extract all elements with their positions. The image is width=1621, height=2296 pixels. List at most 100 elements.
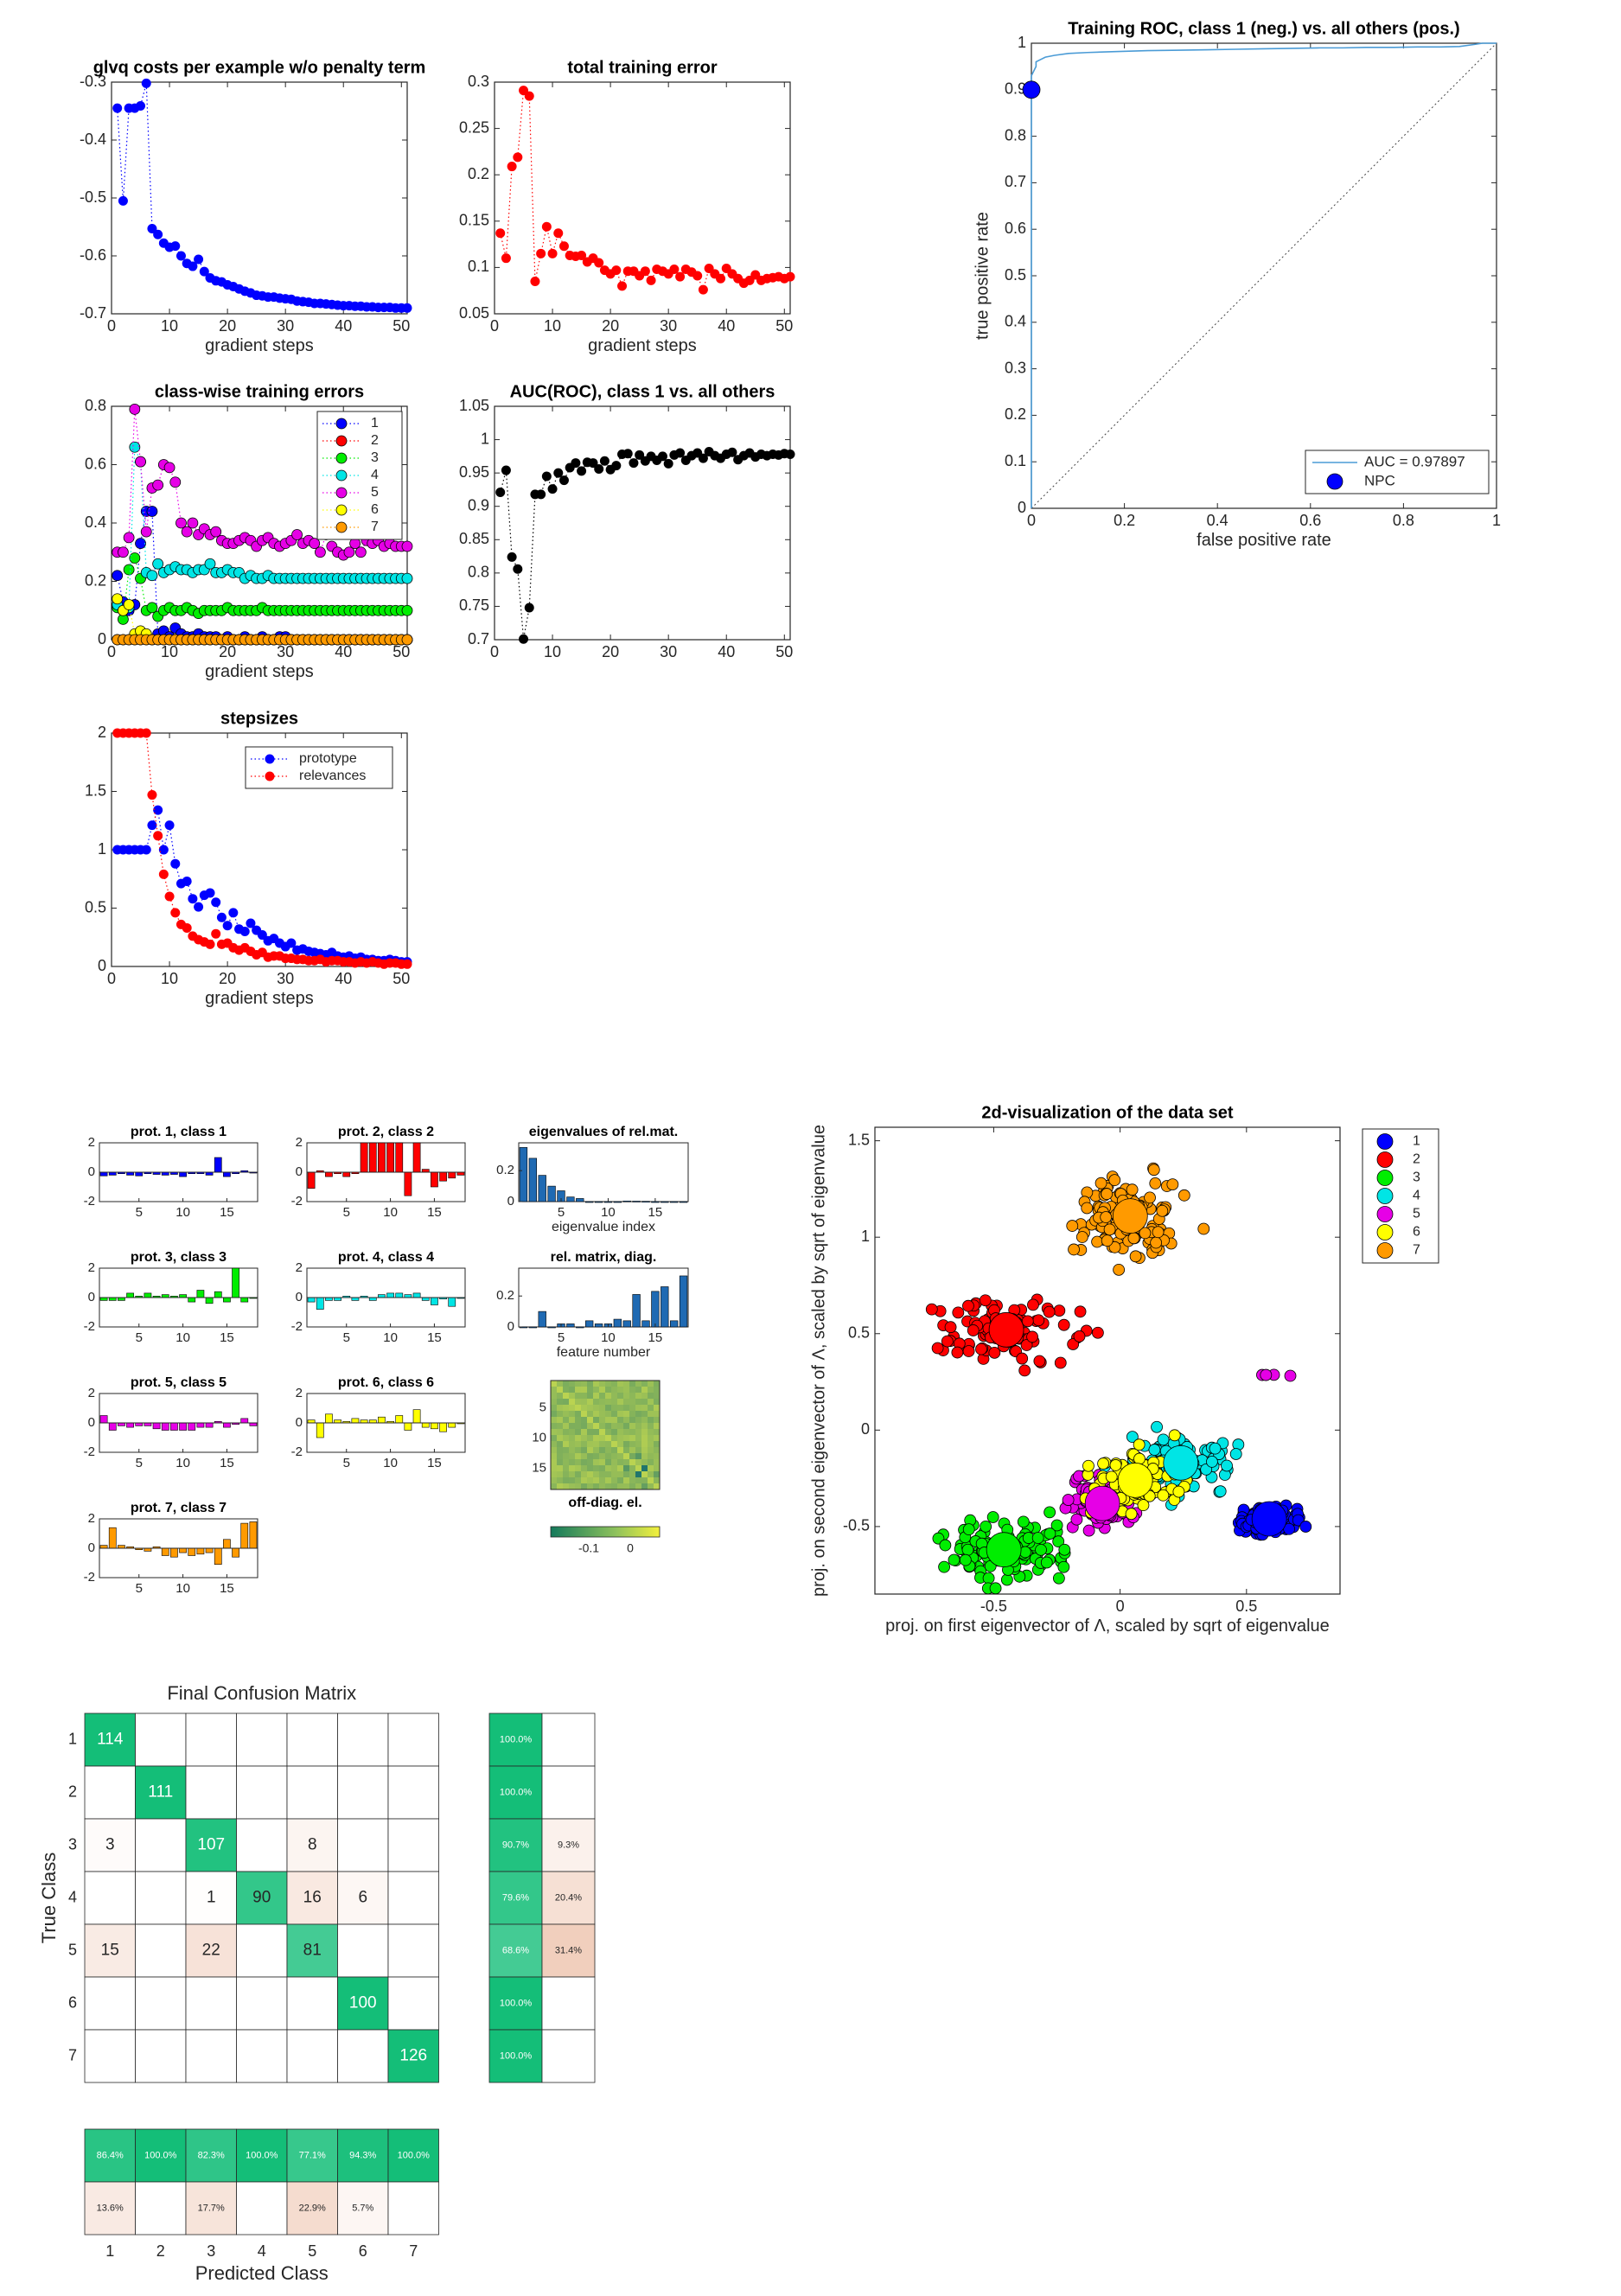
heatmap-cell — [575, 1441, 582, 1448]
bar — [576, 1326, 584, 1329]
y-tick-label: -2 — [84, 1319, 95, 1334]
heatmap-cell — [629, 1477, 636, 1484]
x-axis-label: false positive rate — [1197, 531, 1331, 550]
bar — [214, 1157, 222, 1173]
data-point — [692, 271, 703, 281]
bar — [99, 1415, 108, 1424]
bar — [223, 1171, 231, 1177]
bar — [205, 1171, 214, 1176]
heatmap-cell — [654, 1411, 661, 1418]
data-point — [216, 912, 227, 922]
data-point — [164, 820, 175, 831]
colorbar-tick-label: -0.1 — [578, 1541, 599, 1555]
matrix-cell — [135, 2029, 187, 2083]
heatmap-cell — [605, 1381, 612, 1387]
y-tick-label: 0.95 — [459, 463, 489, 481]
data-point — [1027, 1298, 1039, 1311]
legend-swatch-marker — [1376, 1151, 1394, 1168]
y-tick-label: 1 — [1018, 34, 1026, 51]
bar — [170, 1422, 178, 1431]
row-summary-wrong: 31.4% — [555, 1945, 582, 1955]
bar — [439, 1171, 447, 1182]
chart-title: class-wise training errors — [155, 382, 364, 401]
data-point — [182, 922, 192, 933]
data-point — [646, 275, 656, 285]
bar — [431, 1422, 438, 1430]
bar — [538, 1311, 546, 1328]
y-tick-label: 0 — [296, 1164, 303, 1179]
legend-swatch-marker — [1376, 1133, 1394, 1150]
data-point — [169, 476, 182, 488]
heatmap-cell — [575, 1447, 582, 1454]
heatmap-cell — [551, 1435, 558, 1442]
data-point — [181, 526, 193, 538]
heatmap-cell — [563, 1459, 570, 1466]
x-tick-label: 0 — [490, 317, 499, 335]
matrix-cell — [236, 1765, 288, 1820]
heatmap-cell — [623, 1441, 630, 1448]
matrix-cell — [337, 1871, 389, 1925]
data-point — [1148, 1444, 1161, 1456]
col-summary-wrong: 13.6% — [97, 2203, 124, 2213]
heatmap-cell — [593, 1381, 600, 1387]
heatmap-cell — [551, 1429, 558, 1436]
bar — [161, 1422, 169, 1431]
data-point — [152, 479, 164, 491]
heatmap-cell — [648, 1477, 654, 1484]
heatmap-cell — [623, 1435, 630, 1442]
data-point — [541, 471, 552, 482]
heatmap-cell — [623, 1453, 630, 1460]
row-label: 5 — [68, 1941, 77, 1958]
heatmap-cell — [629, 1483, 636, 1490]
y-tick-label: 0 — [98, 630, 106, 647]
heatmap-cell — [575, 1381, 582, 1387]
data-point — [1018, 1364, 1031, 1377]
x-tick-label: 5 — [343, 1330, 350, 1345]
y-tick-label: -0.3 — [80, 73, 106, 90]
data-point — [1021, 1315, 1034, 1328]
y-tick-label: 0.4 — [85, 513, 106, 531]
heatmap-cell — [617, 1453, 624, 1460]
y-tick-label: 0.3 — [468, 73, 489, 90]
bar — [368, 1142, 377, 1173]
heatmap-cell — [599, 1465, 606, 1472]
data-point — [123, 599, 135, 610]
bar — [223, 1539, 231, 1549]
heatmap-cell — [575, 1483, 582, 1490]
bar — [205, 1422, 214, 1428]
heatmap-cell — [617, 1387, 624, 1394]
column-label: 5 — [308, 2242, 316, 2260]
x-tick-label: 10 — [601, 1330, 616, 1345]
heatmap-cell — [623, 1483, 630, 1490]
matrix-cell — [185, 2029, 237, 2083]
y-tick-label: 2 — [88, 1386, 95, 1400]
x-tick-label: 0 — [490, 643, 499, 660]
matrix-cell — [135, 1976, 187, 2031]
heatmap-cell — [641, 1387, 648, 1394]
heatmap-cell — [581, 1447, 588, 1454]
data-point — [1097, 1457, 1109, 1470]
matrix-cell — [387, 1923, 439, 1978]
bar — [576, 1198, 584, 1202]
legend-swatch-marker — [1376, 1224, 1394, 1240]
data-point — [1100, 1211, 1113, 1223]
heatmap-cell — [629, 1393, 636, 1400]
matrix-cell — [236, 2029, 288, 2083]
data-point — [158, 845, 169, 855]
heatmap-cell — [599, 1471, 606, 1478]
row-summary-correct: 100.0% — [500, 1998, 533, 2008]
heatmap-cell — [593, 1423, 600, 1430]
x-tick-label: 15 — [220, 1330, 234, 1345]
matrix-cell-value: 8 — [308, 1836, 317, 1854]
heatmap-cell — [611, 1435, 618, 1442]
data-point — [222, 921, 233, 931]
data-point — [1166, 1178, 1179, 1191]
y-tick-label: -2 — [84, 1445, 95, 1459]
data-point — [594, 258, 604, 268]
x-tick-label: -0.5 — [980, 1598, 1007, 1615]
x-tick-label: 50 — [392, 970, 410, 987]
heatmap-cell — [635, 1423, 642, 1430]
heatmap-cell — [611, 1387, 618, 1394]
data-point — [785, 450, 795, 460]
heatmap-cell — [581, 1459, 588, 1466]
